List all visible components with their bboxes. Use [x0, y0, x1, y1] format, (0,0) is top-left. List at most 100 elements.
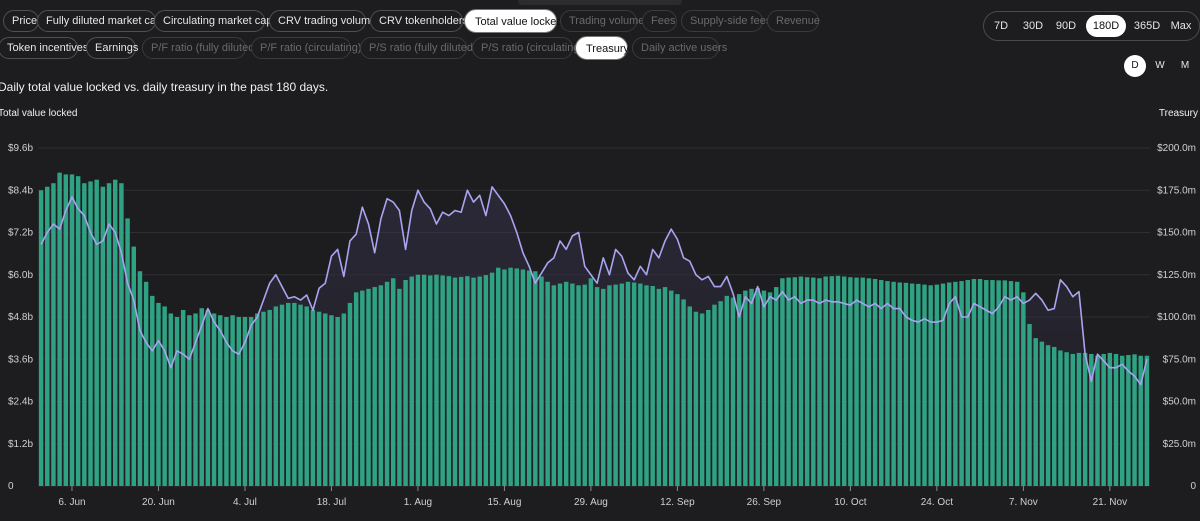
tvl-bar[interactable]: [916, 283, 921, 486]
tvl-bar[interactable]: [1045, 345, 1051, 486]
tvl-bar[interactable]: [545, 281, 550, 486]
tvl-bar[interactable]: [125, 218, 130, 487]
tab-crv-tokenholders[interactable]: CRV tokenholders: [370, 10, 468, 32]
granularity-option-w[interactable]: W: [1155, 60, 1165, 71]
tvl-bar[interactable]: [774, 287, 779, 486]
tvl-bar[interactable]: [1107, 352, 1113, 486]
tvl-bar[interactable]: [823, 276, 828, 486]
tvl-bar[interactable]: [113, 179, 118, 486]
tvl-bar[interactable]: [1064, 352, 1069, 486]
tvl-bar[interactable]: [51, 183, 56, 486]
tvl-treasury-chart[interactable]: 0 $1.2b $2.4b $3.6b $4.8b $6.0b $7.2b $8.4b $9.6…: [0, 130, 1200, 521]
tvl-bar[interactable]: [909, 283, 915, 486]
tvl-bar[interactable]: [940, 283, 946, 486]
tvl-bar[interactable]: [1126, 355, 1131, 486]
tvl-bar[interactable]: [650, 286, 655, 486]
tvl-bar[interactable]: [82, 183, 87, 486]
tvl-bar[interactable]: [63, 174, 69, 486]
tab-daily-active-users[interactable]: Daily active users: [632, 37, 727, 59]
granularity-option-d[interactable]: D: [1124, 55, 1146, 77]
tab-p-f-ratio-circulating[interactable]: P/F ratio (circulating): [251, 37, 361, 59]
tvl-bar[interactable]: [662, 287, 668, 486]
tvl-bar[interactable]: [669, 290, 674, 486]
tvl-bar[interactable]: [1070, 353, 1075, 486]
tvl-bar[interactable]: [848, 277, 853, 486]
tvl-bar[interactable]: [285, 302, 291, 486]
tvl-bar[interactable]: [675, 294, 680, 486]
tvl-bar[interactable]: [730, 297, 736, 486]
tvl-bar[interactable]: [743, 290, 748, 486]
tvl-bar[interactable]: [372, 287, 377, 486]
tvl-bar[interactable]: [452, 277, 458, 486]
tvl-bar[interactable]: [607, 285, 612, 486]
tvl-bar[interactable]: [557, 283, 563, 486]
tvl-bar[interactable]: [1101, 353, 1106, 486]
tvl-bar[interactable]: [699, 313, 705, 486]
tvl-bar[interactable]: [75, 176, 81, 487]
tvl-bar[interactable]: [347, 302, 353, 486]
tvl-bar[interactable]: [588, 278, 594, 486]
tvl-bar[interactable]: [156, 302, 161, 486]
tvl-bar[interactable]: [687, 306, 692, 486]
tvl-bar[interactable]: [174, 317, 180, 486]
tvl-bar[interactable]: [119, 183, 124, 486]
tvl-bar[interactable]: [872, 278, 878, 486]
tvl-bar[interactable]: [465, 276, 470, 486]
tvl-bar[interactable]: [106, 183, 112, 486]
tvl-bar[interactable]: [625, 281, 631, 486]
tvl-bar[interactable]: [409, 276, 414, 486]
tvl-bar[interactable]: [1138, 355, 1143, 486]
tvl-bar[interactable]: [1033, 338, 1038, 486]
tvl-bar[interactable]: [897, 282, 903, 487]
tvl-bar[interactable]: [879, 280, 884, 486]
tvl-bar[interactable]: [292, 302, 297, 486]
tvl-bar[interactable]: [841, 276, 847, 486]
tvl-bar[interactable]: [1021, 292, 1026, 486]
tvl-bar[interactable]: [1119, 355, 1125, 486]
tvl-bar[interactable]: [582, 284, 587, 486]
tvl-bar[interactable]: [1058, 350, 1063, 486]
tvl-bar[interactable]: [811, 277, 816, 486]
tab-earnings[interactable]: Earnings: [86, 37, 138, 59]
tvl-bar[interactable]: [681, 299, 686, 486]
tvl-bar[interactable]: [360, 290, 365, 486]
tvl-bar[interactable]: [526, 270, 532, 486]
tvl-bar[interactable]: [1052, 346, 1057, 486]
tvl-bar[interactable]: [440, 275, 445, 486]
tvl-bar[interactable]: [959, 281, 964, 486]
tvl-bar[interactable]: [792, 277, 797, 486]
tvl-bar[interactable]: [94, 179, 99, 486]
tvl-bar[interactable]: [971, 278, 977, 486]
tvl-bar[interactable]: [996, 280, 1001, 486]
tvl-bar[interactable]: [601, 288, 606, 486]
tvl-bar[interactable]: [706, 309, 711, 486]
tab-crv-trading-volume[interactable]: CRV trading volume: [269, 10, 376, 32]
tvl-bar[interactable]: [137, 271, 143, 486]
tvl-bar[interactable]: [267, 309, 272, 486]
tab-treasury[interactable]: Treasury: [576, 37, 629, 59]
tvl-bar[interactable]: [38, 190, 44, 486]
tvl-bar[interactable]: [415, 274, 421, 486]
granularity-option-m[interactable]: M: [1180, 60, 1190, 71]
tvl-bar[interactable]: [860, 277, 865, 486]
tvl-bar[interactable]: [323, 313, 328, 486]
tvl-bar[interactable]: [489, 272, 495, 486]
tvl-bar[interactable]: [736, 294, 742, 486]
tvl-bar[interactable]: [242, 317, 248, 486]
tvl-bar[interactable]: [403, 280, 408, 486]
tvl-bar[interactable]: [353, 292, 359, 486]
tvl-bar[interactable]: [45, 186, 50, 487]
tvl-bar[interactable]: [162, 306, 167, 486]
tvl-bar[interactable]: [594, 287, 600, 486]
tvl-bar[interactable]: [248, 317, 254, 486]
tvl-bar[interactable]: [786, 277, 791, 486]
tab-token-incentives[interactable]: Token incentives: [0, 37, 88, 59]
tvl-bar[interactable]: [421, 274, 427, 486]
tvl-bar[interactable]: [446, 276, 452, 486]
tvl-bar[interactable]: [1002, 280, 1008, 486]
tvl-bar[interactable]: [885, 281, 890, 486]
tvl-bar[interactable]: [508, 267, 513, 486]
tvl-bar[interactable]: [539, 276, 544, 486]
tvl-bar[interactable]: [261, 311, 266, 486]
tvl-bar[interactable]: [483, 275, 489, 486]
